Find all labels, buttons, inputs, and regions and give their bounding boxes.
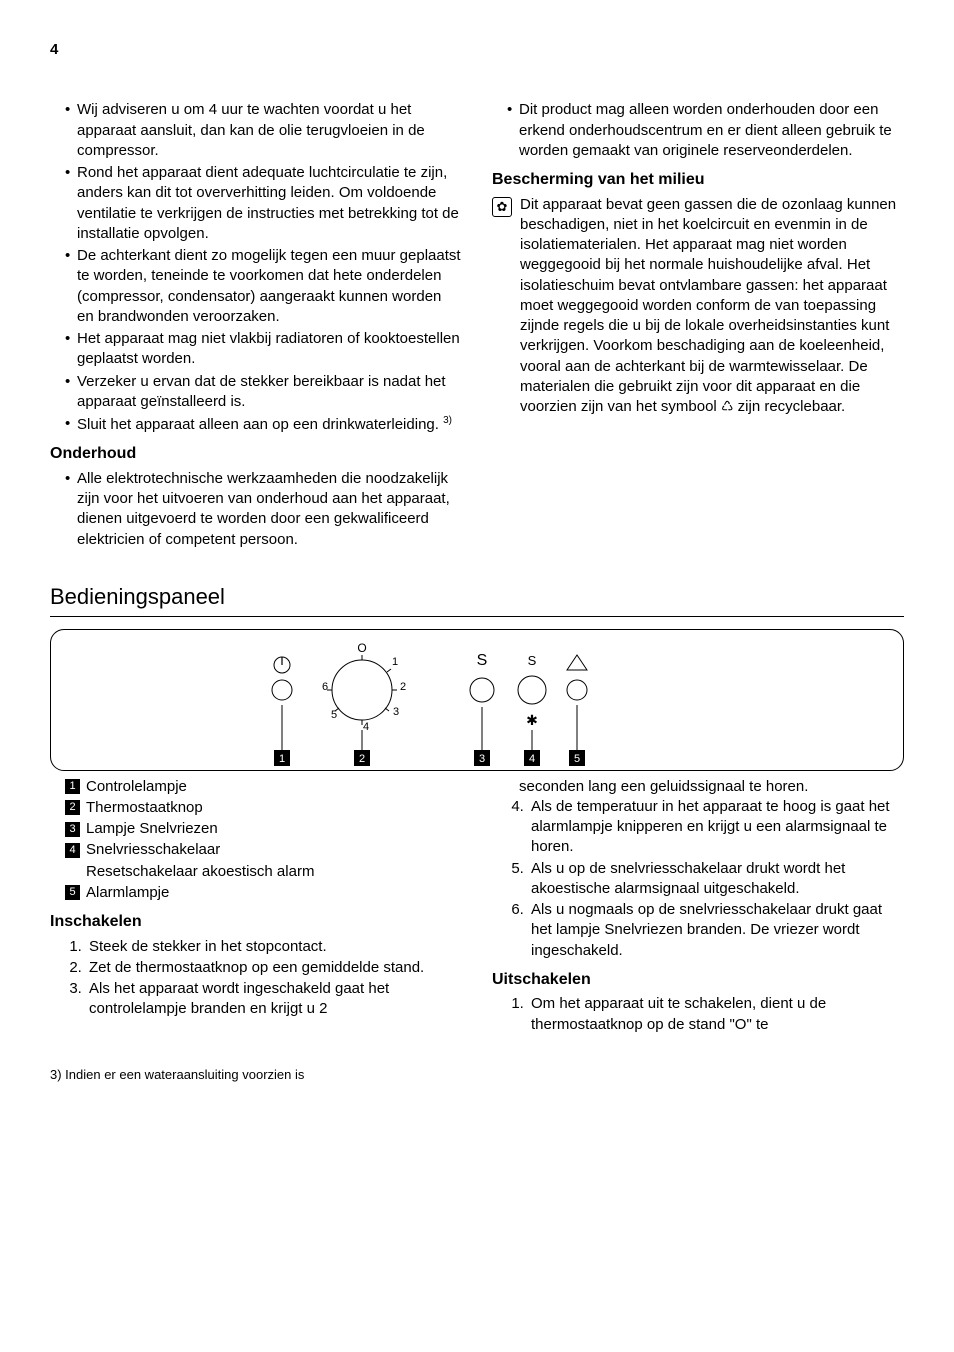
step-item: Steek de stekker in het stopcontact. [86,937,462,957]
svg-text:2: 2 [400,681,406,693]
svg-text:1: 1 [279,753,285,765]
legend: 1 Controlelampje 2 Thermostaatknop 3 Lampje… [50,777,462,904]
legend-num: 3 [65,822,80,837]
bullet-item: Alle elektrotechnische werkzaamheden die… [65,469,462,550]
svg-text:6: 6 [322,681,328,693]
svg-text:2: 2 [359,753,365,765]
legend-row: 3 Lampje Snelvriezen [65,819,462,839]
right-top-bullets: Dit product mag alleen worden onderhoude… [492,100,904,161]
section-title: Bedieningspaneel [50,582,904,617]
uitschakelen-steps: Om het apparaat uit te schakelen, dient … [492,994,904,1035]
inschakelen-steps-cont: Als de temperatuur in het apparaat te ho… [492,797,904,961]
bullet-item: De achterkant dient zo mogelijk tegen ee… [65,246,462,327]
legend-row: 1 Controlelampje [65,777,462,797]
inschakelen-heading: Inschakelen [50,911,462,933]
svg-text:4: 4 [363,721,369,733]
legend-sub: Resetschakelaar akoestisch alarm [65,862,462,882]
step-item: Zet de thermostaatknop op een gemiddelde… [86,958,462,978]
bullet-item: Verzeker u ervan dat de stekker bereikba… [65,372,462,413]
step-item: Als het apparaat wordt ingeschakeld gaat… [86,979,462,1020]
bullet-item: Dit product mag alleen worden onderhoude… [507,100,904,161]
legend-row: 2 Thermostaatknop [65,798,462,818]
plant-icon: ✿ [492,197,512,217]
legend-num: 5 [65,885,80,900]
env-block: ✿ Dit apparaat bevat geen gassen die de … [492,195,904,418]
svg-text:O: O [357,641,366,655]
onderhoud-bullets: Alle elektrotechnische werkzaamheden die… [50,469,462,550]
top-columns: Wij adviseren u om 4 uur te wachten voor… [50,100,904,552]
recycle-icon: ♺ [721,397,734,416]
step-continuation: seconden lang een geluidssignaal te hore… [492,777,904,797]
bottom-columns: 1 Controlelampje 2 Thermostaatknop 3 Lampje… [50,777,904,1036]
page-number: 4 [50,40,904,60]
step-item: Als u nogmaals op de snelvriesschakelaar… [528,900,904,961]
step-item: Om het apparaat uit te schakelen, dient … [528,994,904,1035]
legend-label: Thermostaatknop [86,798,203,818]
left-bullets: Wij adviseren u om 4 uur te wachten voor… [50,100,462,435]
svg-text:5: 5 [331,709,337,721]
env-text: Dit apparaat bevat geen gassen die de oz… [520,195,904,418]
step-item: Als de temperatuur in het apparaat te ho… [528,797,904,858]
legend-label: Lampje Snelvriezen [86,819,218,839]
step-item: Als u op de snelvriesschakelaar drukt wo… [528,859,904,900]
footnote-marker: 3) [443,415,452,426]
control-panel-diagram: O 1 2 3 4 5 6 S S ✱ 1 2 3 4 5 [50,629,904,771]
footnote: 3) Indien er een wateraansluiting voorzi… [50,1066,904,1084]
onderhoud-heading: Onderhoud [50,443,462,465]
svg-text:1: 1 [392,656,398,668]
legend-num: 1 [65,779,80,794]
inschakelen-steps: Steek de stekker in het stopcontact. Zet… [50,937,462,1020]
bullet-item: Wij adviseren u om 4 uur te wachten voor… [65,100,462,161]
legend-label: Alarmlampje [86,883,169,903]
svg-text:3: 3 [393,706,399,718]
svg-text:✱: ✱ [526,712,538,728]
legend-label: Snelvriesschakelaar [86,840,220,860]
diagram-svg: O 1 2 3 4 5 6 S S ✱ 1 2 3 4 5 [51,630,903,770]
svg-text:3: 3 [479,753,485,765]
svg-text:5: 5 [574,753,580,765]
right-column: Dit product mag alleen worden onderhoude… [492,100,904,552]
legend-num: 4 [65,843,80,858]
bottom-left-column: 1 Controlelampje 2 Thermostaatknop 3 Lampje… [50,777,462,1036]
bullet-item: Rond het apparaat dient adequate luchtci… [65,163,462,244]
legend-row: 4 Snelvriesschakelaar [65,840,462,860]
bottom-right-column: seconden lang een geluidssignaal te hore… [492,777,904,1036]
bullet-item: Sluit het apparaat alleen aan op een dri… [65,414,462,435]
legend-row: 5 Alarmlampje [65,883,462,903]
uitschakelen-heading: Uitschakelen [492,969,904,991]
svg-text:S: S [528,653,537,668]
legend-label: Controlelampje [86,777,187,797]
legend-num: 2 [65,800,80,815]
left-column: Wij adviseren u om 4 uur te wachten voor… [50,100,462,552]
svg-text:S: S [477,652,488,669]
bullet-item: Het apparaat mag niet vlakbij radiatoren… [65,329,462,370]
env-heading: Bescherming van het milieu [492,169,904,191]
svg-text:4: 4 [529,753,535,765]
